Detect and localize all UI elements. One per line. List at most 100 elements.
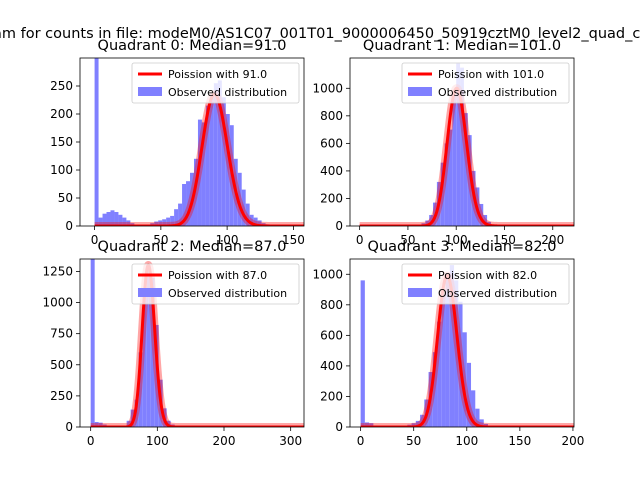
panel-1: 0 50 100 150 200 0 200 400 600 800 1000 Quadrant 1:… [312,38,575,247]
histogram-bar [213,83,218,226]
y-tick-label: 400 [320,359,343,373]
y-tick-label: 0 [65,420,73,434]
y-tick-label: 200 [50,107,73,121]
legend-poisson-label: Poission with 82.0 [438,269,537,282]
x-tick-label: 50 [153,233,168,247]
panel-title: Quadrant 2: Median=87.0 [98,239,287,255]
panel-title: Quadrant 0: Median=91.0 [98,38,287,54]
x-tick-label: 0 [91,233,99,247]
panel-2: 0 100 200 300 0 250 500 750 1000 1250 Quadrant 2: … [42,239,305,448]
x-tick-label: 50 [400,233,415,247]
histogram-bar [449,265,455,427]
x-tick-label: 100 [455,434,478,448]
histogram-bar [444,143,449,226]
legend-box [401,62,570,104]
legend-hist-label: Observed distribution [168,287,287,300]
histogram-bar [174,209,179,226]
x-tick-label: 100 [445,233,468,247]
histogram-bar [440,162,445,226]
histogram-bar [126,420,131,427]
histogram-bar [462,332,467,427]
histogram-bar [217,80,222,227]
y-tick-label: 50 [58,191,73,205]
y-tick-label: 500 [50,358,73,372]
histogram-bar [225,114,230,226]
histogram-bar [441,294,446,427]
histogram-bar [415,420,421,427]
y-tick-label: 1000 [42,296,73,310]
x-tick-label: 300 [279,434,302,448]
x-tick-label: 200 [213,434,236,448]
y-tick-label: 800 [320,109,343,123]
histogram-bar [432,352,438,427]
histogram-bar [456,63,461,227]
poisson-curve [359,274,574,427]
y-tick-label: 200 [320,191,343,205]
y-tick-label: 1000 [312,267,343,281]
histogram-bar [241,189,246,226]
legend-hist-swatch [408,87,432,96]
histogram-bar [448,129,453,226]
histogram-bar [471,390,476,427]
x-tick-label: 150 [282,233,305,247]
histogram-bar [364,422,370,427]
legend-poisson-label: Poission with 101.0 [438,68,544,81]
y-tick-label: 1000 [312,81,343,95]
histogram-bar [429,214,434,226]
axes-frame [349,258,575,428]
x-tick-label: 0 [356,233,364,247]
histogram-bar [98,217,103,226]
panel-title: Quadrant 3: Median=82.0 [368,239,557,255]
panel-0: 0 50 100 150 0 50 100 150 200 250 Quadrant 0: Medi… [50,38,305,247]
y-tick-label: 150 [50,135,73,149]
panels: 0 50 100 150 0 50 100 150 200 250 Quadrant 0: Medi… [42,38,584,448]
histogram-bar [369,423,374,427]
y-tick-label: 750 [50,327,73,341]
histogram-bar [411,423,416,427]
y-tick-label: 1250 [42,264,73,278]
legend: Poission with 91.0 Observed distribution [131,62,300,104]
histogram-bar [483,214,488,226]
histogram-bar [237,172,242,226]
x-tick-label: 150 [508,434,531,448]
histogram-bar [479,419,484,427]
legend-hist-swatch [138,87,162,96]
histogram-bar [445,277,450,427]
histogram-bar [122,217,127,226]
histogram-bar [158,220,163,226]
y-tick-label: 100 [50,163,73,177]
histogram-bar [425,220,430,226]
histogram-bar [150,277,155,427]
histogram-bar [467,135,472,226]
y-tick-label: 250 [50,79,73,93]
legend-poisson-label: Poission with 91.0 [168,68,267,81]
histogram-bar [479,203,484,226]
histogram-bar [126,220,131,226]
y-tick-label: 0 [335,219,343,233]
histogram-bar [138,352,143,427]
x-tick-label: 100 [146,434,169,448]
histogram-bar [142,296,147,427]
poisson-curve [358,86,574,226]
histogram-bar [186,181,191,226]
histogram-bar [162,219,167,226]
histogram-bar [118,214,123,226]
histogram-bar [114,212,119,226]
histogram-bar [182,184,187,226]
legend-box [131,62,300,104]
histogram-bar [452,95,457,226]
y-tick-label: 250 [50,389,73,403]
legend: Poission with 87.0 Observed distribution [131,263,300,305]
x-tick-label: 200 [561,434,584,448]
histogram-bar [193,158,198,226]
y-tick-label: 200 [320,389,343,403]
histogram-bar [245,203,250,226]
histogram-bar [257,220,262,226]
histogram-bar [178,203,183,226]
legend-hist-swatch [138,288,162,297]
legend: Poission with 101.0 Observed distribution [401,62,570,104]
x-tick-label: 100 [216,233,239,247]
axes-frame [79,258,305,428]
histogram-bar [134,399,139,427]
